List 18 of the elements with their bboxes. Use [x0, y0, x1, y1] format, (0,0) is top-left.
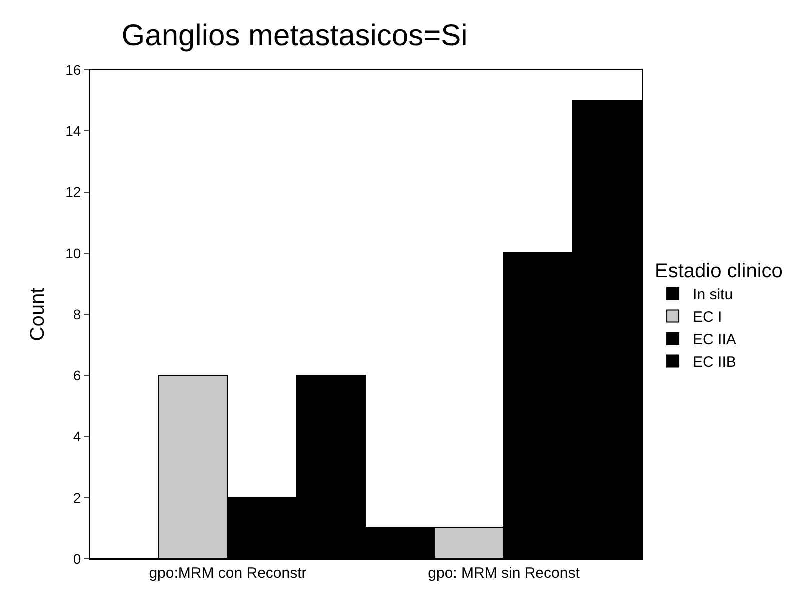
legend-label: EC IIA [693, 332, 736, 349]
y-tick-label: 10 [66, 245, 82, 262]
y-tick-label: 16 [66, 62, 82, 78]
legend-title: Estadio clinico [655, 260, 783, 282]
y-tick-label: 8 [73, 306, 82, 322]
chart-title: Ganglios metastasicos=Si [122, 19, 468, 52]
y-tick-label: 12 [66, 184, 82, 200]
y-tick-label: 14 [66, 123, 82, 140]
y-tick-label: 6 [73, 368, 82, 384]
legend-label: In situ [693, 286, 734, 304]
y-tick-label: 2 [73, 490, 82, 506]
y-tick-label: 4 [73, 428, 82, 445]
y-tick-label: 0 [73, 550, 82, 567]
x-tick-label: gpo:MRM con Reconstr [149, 565, 307, 582]
x-tick-label: gpo: MRM sin Reconst [428, 565, 581, 582]
legend-label: EC I [693, 309, 722, 326]
y-axis-title: Count [27, 287, 50, 342]
legend-label: EC IIB [693, 354, 736, 372]
